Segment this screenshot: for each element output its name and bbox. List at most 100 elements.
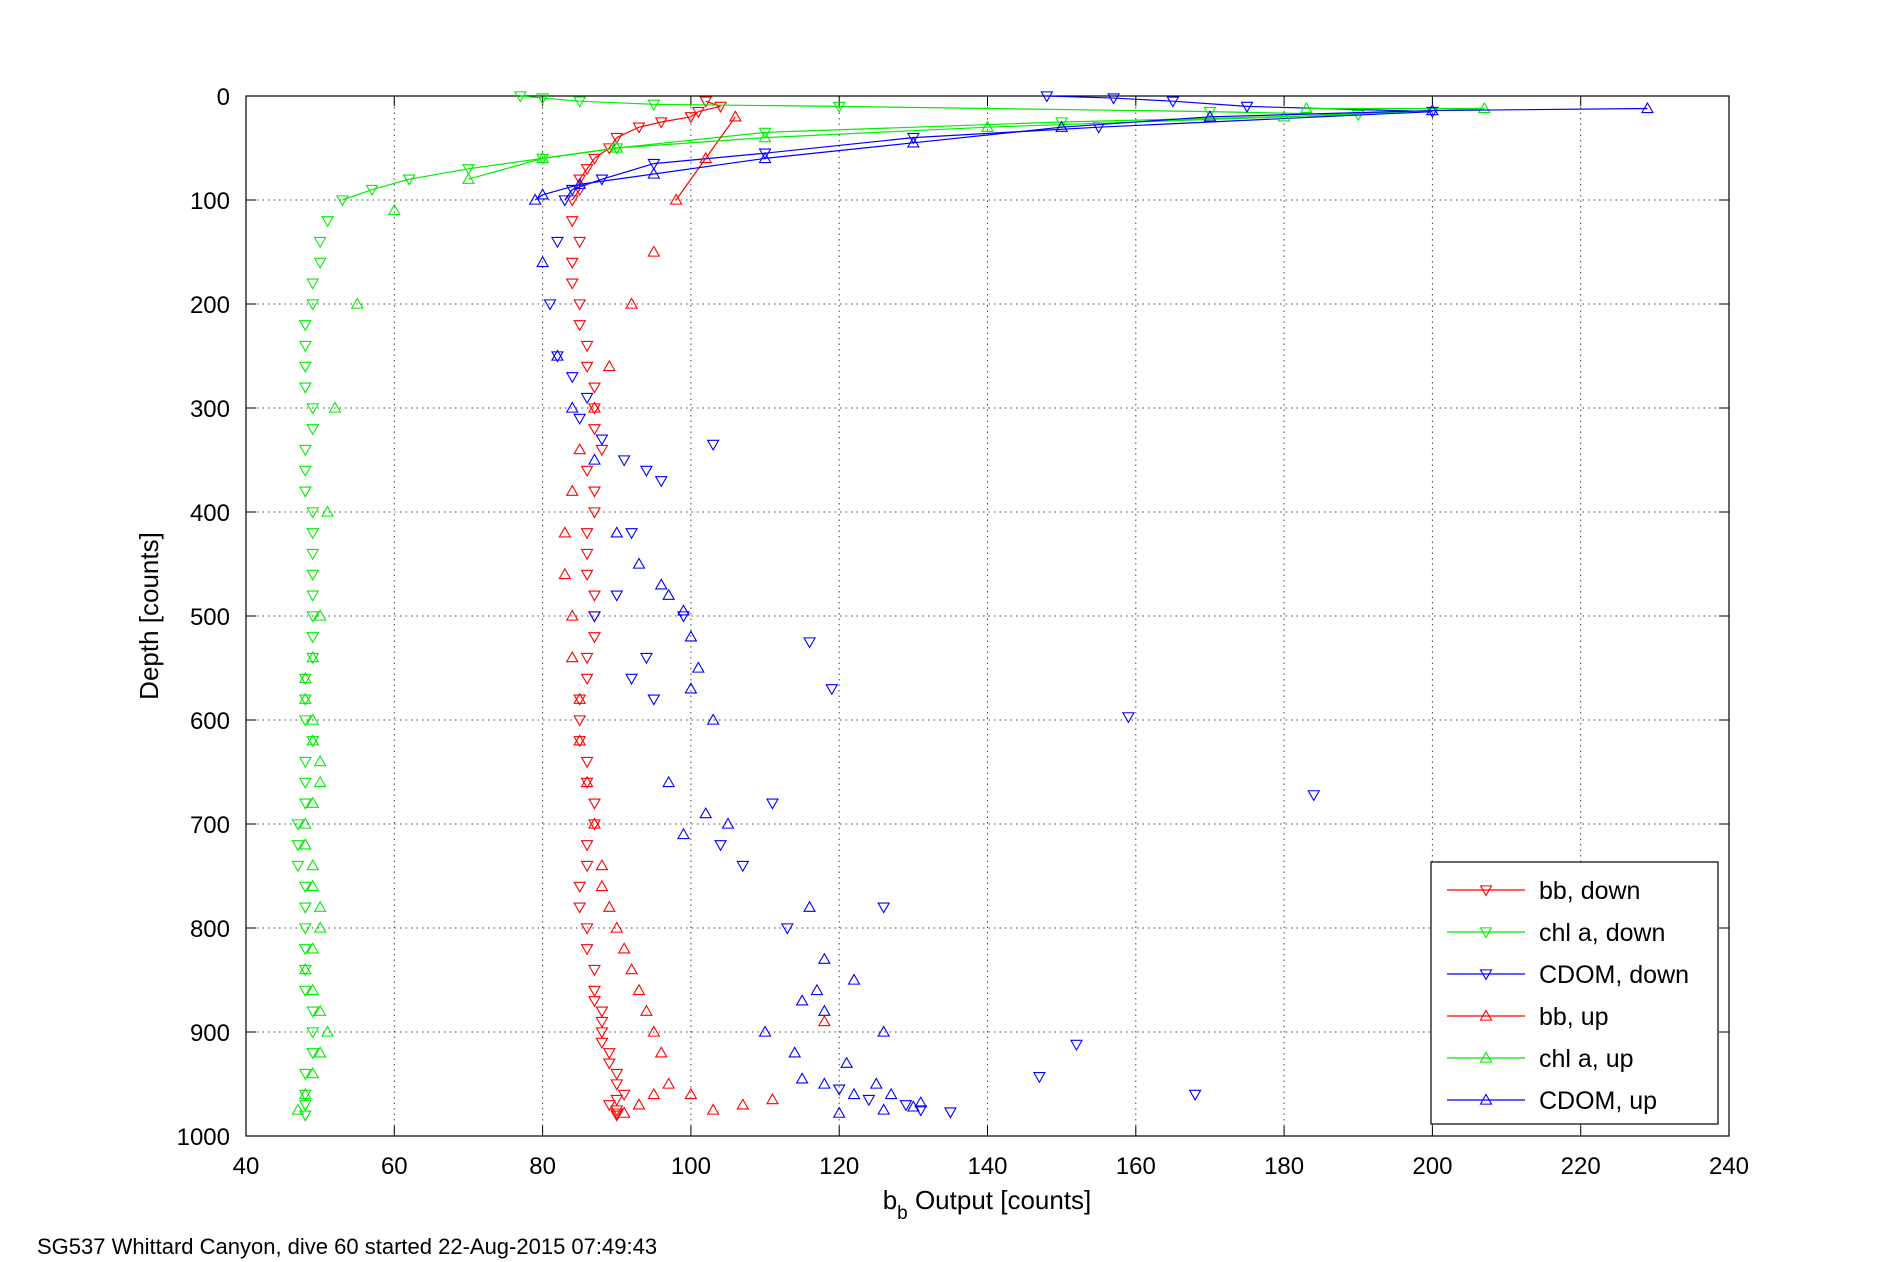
x-tick-label: 200 (1412, 1153, 1452, 1180)
series-line-segment (1209, 109, 1433, 118)
data-point (588, 632, 601, 644)
data-point (298, 340, 312, 353)
series-cdom-up (528, 101, 1654, 1118)
data-point (306, 652, 320, 665)
series-line-segment (572, 178, 603, 191)
data-point (550, 351, 564, 363)
legend-entry-bb-down: bb, down (1447, 877, 1640, 905)
data-point (536, 93, 550, 105)
data-point (298, 692, 312, 704)
series-line-segment (616, 131, 766, 149)
series-line-segment (579, 100, 654, 105)
series-chl-a-down (291, 91, 1365, 1122)
series-line-segment (409, 168, 469, 180)
data-point (1055, 120, 1069, 132)
data-point (647, 694, 661, 706)
data-point (780, 923, 794, 935)
data-point (573, 413, 587, 426)
data-point (817, 952, 831, 964)
data-point (588, 401, 601, 413)
data-point (639, 1004, 653, 1016)
data-point (298, 985, 312, 998)
data-point (573, 442, 587, 455)
data-point (625, 673, 639, 686)
data-point (721, 817, 735, 829)
series-line-segment (616, 137, 766, 149)
series-line-segment (542, 147, 617, 159)
data-point (573, 236, 587, 249)
data-point (1425, 103, 1439, 116)
x-axis-label: bb Output [counts] (883, 1185, 1092, 1224)
data-point (588, 611, 601, 623)
data-point (580, 361, 594, 374)
data-point (654, 578, 668, 590)
data-point (573, 881, 587, 894)
data-point (306, 942, 320, 954)
data-point (758, 127, 772, 140)
data-point (1070, 1039, 1083, 1052)
data-point (402, 174, 416, 186)
data-point (610, 141, 624, 153)
data-point (298, 964, 312, 977)
data-point (298, 1110, 312, 1122)
data-point (647, 99, 661, 111)
data-point (306, 983, 320, 996)
data-point (298, 923, 312, 935)
data-point (306, 528, 320, 540)
data-point (795, 1072, 809, 1084)
data-point (1188, 1089, 1202, 1102)
data-point (580, 840, 594, 852)
data-point (306, 1006, 320, 1018)
data-point (699, 151, 713, 164)
data-point (1299, 101, 1313, 114)
data-point (558, 567, 572, 580)
data-point (669, 193, 683, 205)
data-point (298, 465, 312, 478)
data-point (558, 195, 572, 207)
data-point (691, 661, 705, 673)
data-point (677, 611, 690, 623)
data-point (335, 195, 349, 207)
data-point (313, 257, 327, 270)
data-point (306, 879, 320, 892)
series-line-segment (1113, 97, 1173, 102)
data-point (647, 158, 661, 171)
y-tick-label: 100 (190, 188, 230, 215)
data-point (647, 1025, 661, 1037)
data-point (617, 455, 631, 467)
data-point (588, 453, 601, 465)
data-point (595, 1037, 609, 1050)
data-point (298, 1087, 312, 1100)
data-point (758, 151, 772, 164)
data-point (291, 840, 305, 852)
data-point (306, 796, 320, 808)
data-point (610, 132, 624, 145)
data-point (602, 1058, 616, 1070)
data-point (580, 164, 594, 176)
caption: SG537 Whittard Canyon, dive 60 started 2… (37, 1234, 657, 1259)
data-point (906, 132, 920, 145)
data-point (580, 340, 594, 353)
data-point (832, 101, 846, 114)
data-point (306, 403, 320, 415)
data-point (580, 465, 594, 478)
data-point (306, 548, 320, 561)
y-tick-label: 300 (190, 396, 230, 423)
data-point (632, 983, 646, 996)
data-point (313, 1004, 327, 1016)
series-bb-up (558, 110, 831, 1118)
x-tick-label: 240 (1709, 1153, 1749, 1180)
data-point (580, 673, 594, 686)
data-point (298, 756, 312, 769)
data-point (639, 465, 653, 478)
data-point (766, 798, 779, 810)
series-line-segment (579, 168, 588, 180)
data-point (365, 184, 379, 197)
data-point (565, 184, 579, 197)
data-point (298, 881, 312, 894)
data-point (573, 692, 587, 704)
data-point (580, 923, 594, 935)
series-line-segment (765, 121, 1062, 133)
legend-label: CDOM, up (1539, 1087, 1657, 1115)
